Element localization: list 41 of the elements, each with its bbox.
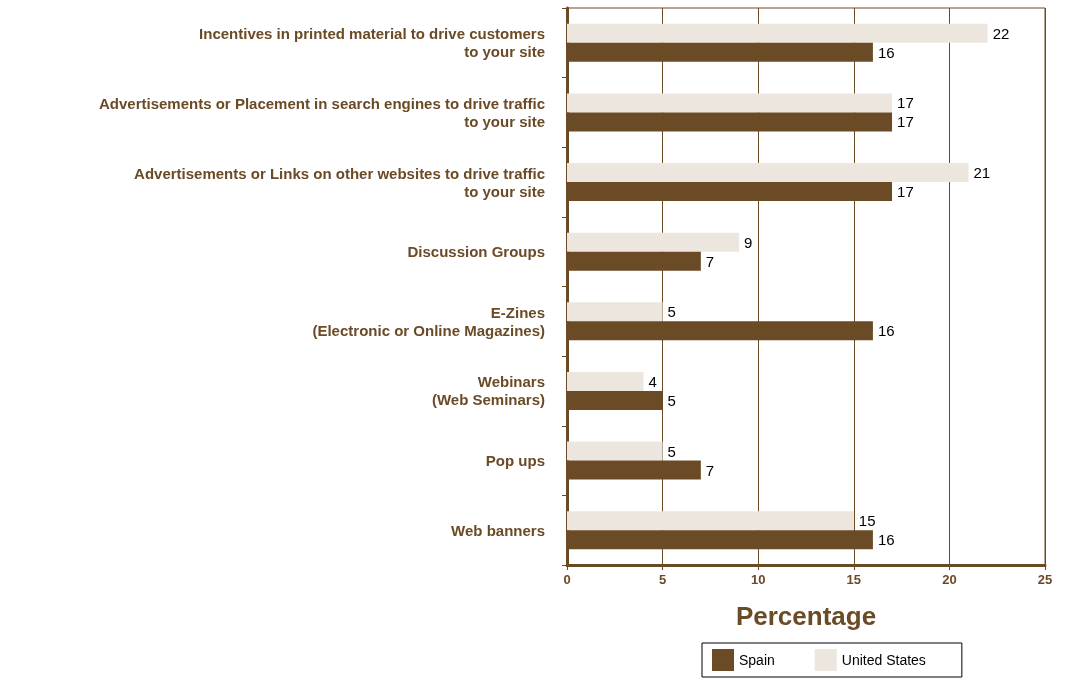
y-tick-label: E-Zines (Electronic or Online Magazines) bbox=[312, 303, 545, 339]
x-tick-label: 20 bbox=[942, 572, 957, 587]
data-label: 15 bbox=[858, 512, 876, 530]
y-tick-label: Incentives in printed material to drive customers to your site bbox=[199, 25, 545, 61]
y-tick-label: Discussion Groups bbox=[407, 243, 545, 261]
x-tick-label: 25 bbox=[1037, 572, 1053, 587]
x-tick-label: 15 bbox=[846, 572, 862, 587]
data-label: 5 bbox=[667, 303, 676, 321]
y-tick-label: Webinars (Web Seminars) bbox=[431, 373, 545, 409]
bar bbox=[567, 163, 969, 183]
data-label: 17 bbox=[897, 183, 914, 201]
data-label: 7 bbox=[705, 461, 715, 479]
data-label: 16 bbox=[877, 322, 895, 340]
data-label: 17 bbox=[897, 113, 914, 131]
y-tick-label: Advertisements or Placement in search engines to drive traffic to your site bbox=[99, 94, 545, 130]
data-label: 22 bbox=[992, 24, 1010, 42]
y-tick-label: Pop ups bbox=[485, 452, 545, 470]
data-label: 9 bbox=[744, 233, 753, 251]
data-label: 5 bbox=[667, 391, 676, 409]
x-tick-label: 10 bbox=[750, 572, 766, 587]
bar bbox=[567, 511, 854, 531]
data-label: 7 bbox=[705, 252, 715, 270]
y-tick-label: Advertisements or Links on other websites to drive traffic to your site bbox=[134, 164, 545, 200]
legend-label: Spain bbox=[739, 652, 775, 668]
bar bbox=[567, 302, 663, 322]
bar bbox=[567, 23, 988, 43]
legend-label: United States bbox=[841, 652, 926, 668]
bar bbox=[567, 93, 893, 113]
bar bbox=[567, 441, 663, 461]
y-tick-label: Web banners bbox=[451, 521, 545, 539]
x-axis-title: Percentage bbox=[735, 601, 877, 631]
data-label: 17 bbox=[897, 94, 914, 112]
bar bbox=[567, 371, 644, 391]
x-tick-label: 5 bbox=[658, 572, 667, 587]
data-label: 21 bbox=[973, 164, 991, 182]
bar bbox=[567, 232, 740, 252]
data-label: 16 bbox=[877, 531, 895, 549]
data-label: 4 bbox=[648, 372, 657, 390]
data-label: 5 bbox=[667, 442, 676, 460]
x-tick-label: 0 bbox=[563, 572, 571, 587]
data-label: 16 bbox=[877, 43, 895, 61]
